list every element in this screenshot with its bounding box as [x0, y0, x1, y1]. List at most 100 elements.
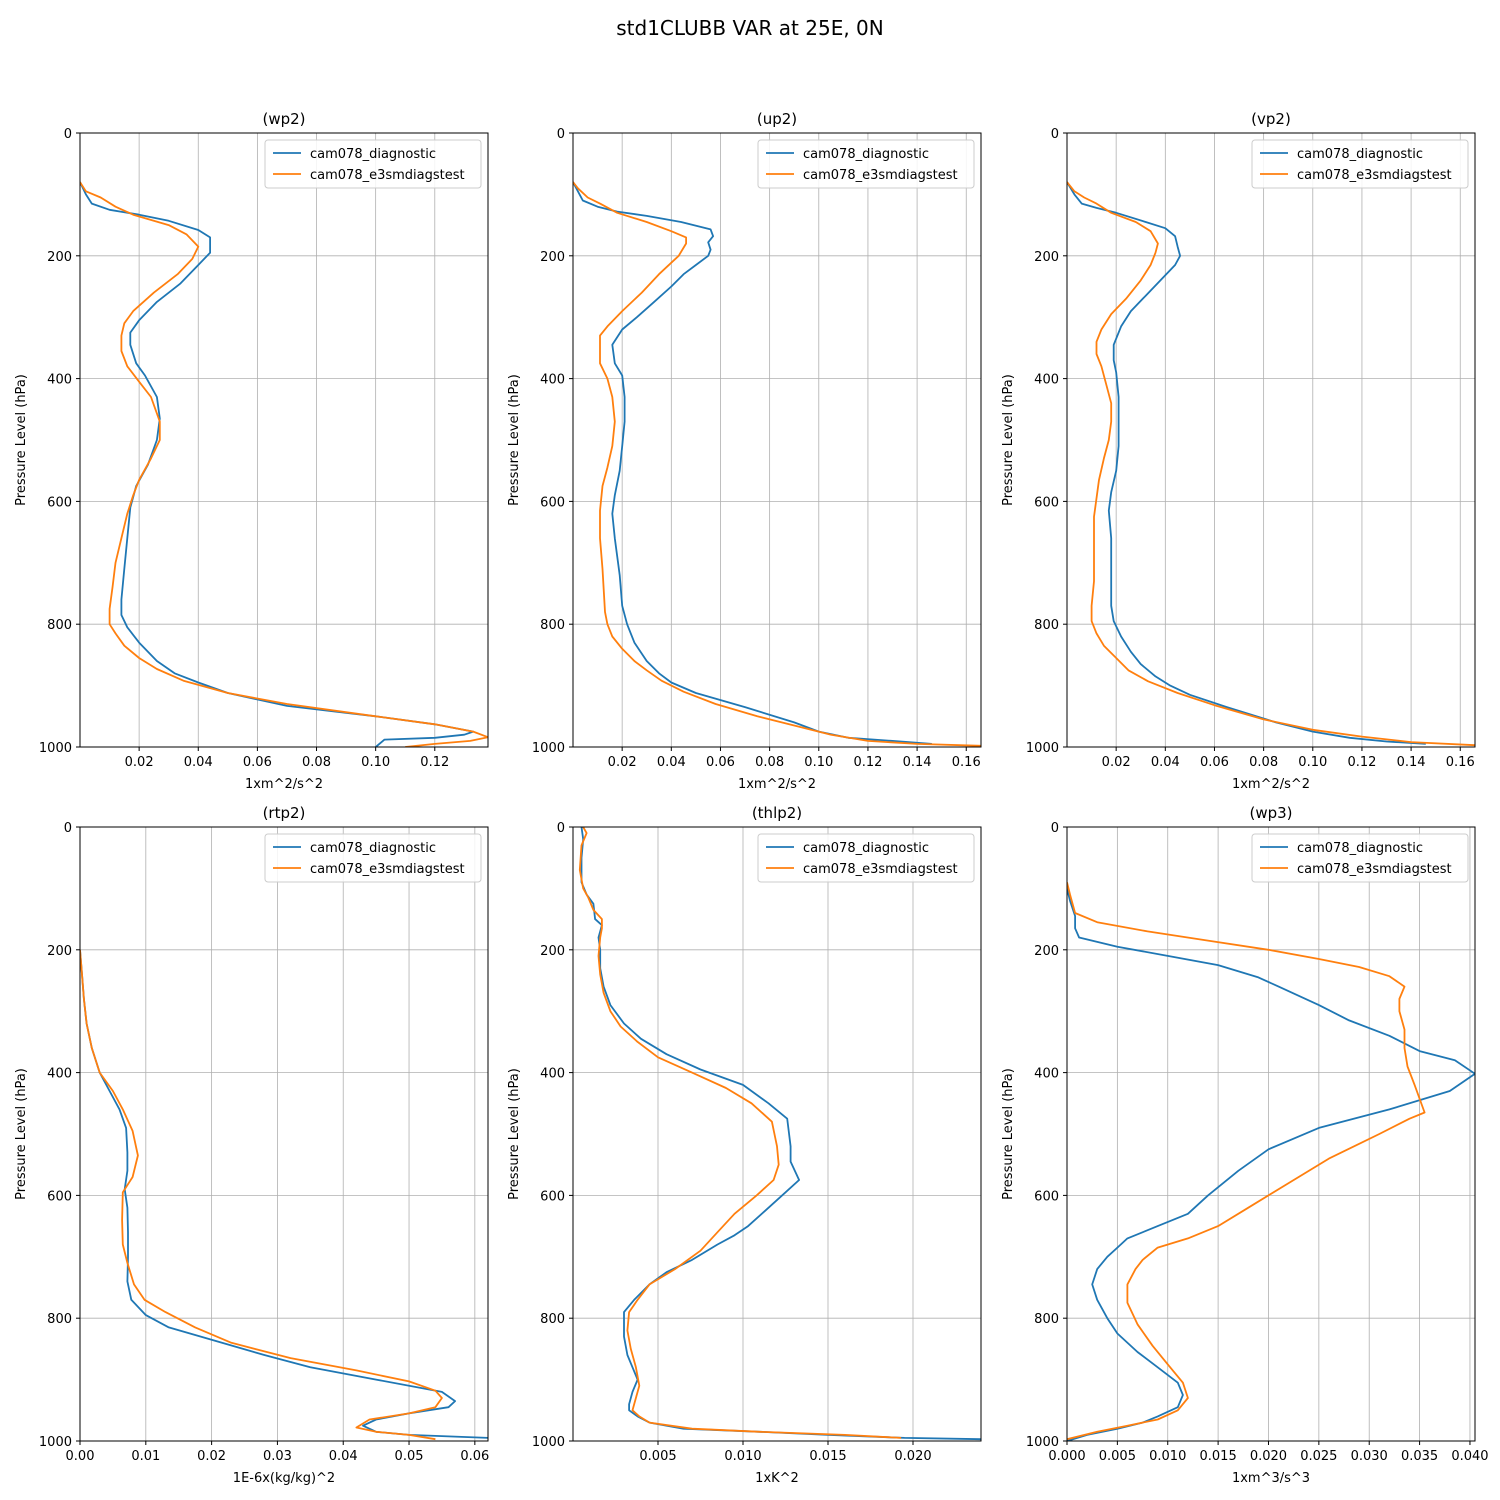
x-axis-label: 1xm^2/s^2 — [738, 777, 816, 792]
x-tick-label: 0.10 — [804, 755, 833, 770]
y-tick-label: 400 — [47, 1067, 72, 1082]
legend-label-cam078_e3smdiagstest: cam078_e3smdiagstest — [310, 862, 465, 877]
y-tick-label: 600 — [47, 495, 72, 510]
y-axis-label: Pressure Level (hPa) — [14, 1068, 29, 1200]
x-tick-label: 0.08 — [302, 755, 331, 770]
legend: cam078_diagnostic cam078_e3smdiagstest — [264, 139, 482, 189]
x-tick-label: 0.010 — [724, 1449, 761, 1464]
x-tick-label: 0.040 — [1451, 1449, 1488, 1464]
subplot-title: (rtp2) — [263, 804, 306, 822]
y-tick-label: 800 — [47, 618, 72, 633]
y-tick-label: 600 — [1034, 1189, 1059, 1204]
x-tick-label: 0.12 — [1347, 755, 1376, 770]
subplot-title: (wp2) — [262, 110, 305, 128]
series-line-cam078_e3smdiagstest — [573, 181, 981, 747]
x-tick-label: 0.015 — [1200, 1449, 1237, 1464]
series-line-cam078_diagnostic — [1067, 181, 1426, 745]
subplot-title: (up2) — [757, 110, 797, 128]
y-tick-label: 600 — [540, 495, 565, 510]
x-tick-label: 0.03 — [263, 1449, 292, 1464]
y-tick-label: 400 — [540, 373, 565, 388]
axes-frame — [79, 132, 489, 748]
subplot-6: 0.000 0.005 0.010 0.015 0.020 0.025 0.030 0.035… — [1001, 804, 1489, 1486]
x-tick-label: 0.10 — [361, 755, 390, 770]
x-tick-label: 0.05 — [395, 1449, 424, 1464]
y-tick-label: 600 — [47, 1189, 72, 1204]
x-tick-label: 0.04 — [329, 1449, 358, 1464]
series-line-cam078_e3smdiagstest — [1067, 882, 1426, 1441]
legend-label-cam078_e3smdiagstest: cam078_e3smdiagstest — [803, 168, 958, 183]
y-tick-label: 200 — [1034, 944, 1059, 959]
subplot-title: (vp2) — [1251, 110, 1291, 128]
x-tick-label: 0.12 — [853, 755, 882, 770]
y-tick-label: 800 — [540, 1312, 565, 1327]
x-tick-label: 0.020 — [1250, 1449, 1287, 1464]
legend-label-cam078_e3smdiagstest: cam078_e3smdiagstest — [1297, 168, 1452, 183]
legend: cam078_diagnostic cam078_e3smdiagstest — [264, 833, 482, 883]
x-tick-label: 0.16 — [1446, 755, 1475, 770]
y-tick-label: 200 — [47, 944, 72, 959]
axes-frame — [1066, 826, 1476, 1442]
series-line-cam078_e3smdiagstest — [80, 949, 443, 1441]
y-tick-label: 200 — [1034, 250, 1059, 265]
x-tick-label: 0.035 — [1401, 1449, 1438, 1464]
y-tick-label: 0 — [1051, 821, 1059, 836]
subplot-3: 0.02 0.04 0.06 0.08 0.10 0.12 0.14 0.16 0 200 400 6… — [1001, 110, 1476, 792]
x-tick-label: 0.005 — [1099, 1449, 1136, 1464]
series-line-cam078_diagnostic — [580, 827, 981, 1441]
subplot-5: 0.005 0.010 0.015 0.020 0 200 400 600 800 1000 (th… — [507, 804, 982, 1486]
y-tick-label: 0 — [64, 821, 72, 836]
legend: cam078_diagnostic cam078_e3smdiagstest — [757, 833, 975, 883]
legend-box — [264, 833, 482, 883]
y-axis-label: Pressure Level (hPa) — [14, 374, 29, 506]
legend-box — [264, 139, 482, 189]
x-tick-label: 0.16 — [952, 755, 981, 770]
x-tick-label: 0.04 — [184, 755, 213, 770]
y-tick-label: 0 — [557, 127, 565, 142]
legend-label-cam078_diagnostic: cam078_diagnostic — [803, 841, 929, 856]
x-tick-label: 0.12 — [420, 755, 449, 770]
legend-box — [757, 139, 975, 189]
x-tick-label: 0.08 — [1249, 755, 1278, 770]
x-tick-label: 0.14 — [1397, 755, 1426, 770]
y-axis-label: Pressure Level (hPa) — [507, 374, 522, 506]
figure-title: std1CLUBB VAR at 25E, 0N — [616, 16, 884, 40]
series-line-cam078_e3smdiagstest — [578, 827, 902, 1439]
legend-label-cam078_diagnostic: cam078_diagnostic — [310, 147, 436, 162]
axes-frame — [572, 132, 982, 748]
x-tick-label: 0.01 — [131, 1449, 160, 1464]
y-tick-label: 800 — [1034, 1312, 1059, 1327]
legend-label-cam078_e3smdiagstest: cam078_e3smdiagstest — [1297, 862, 1452, 877]
x-tick-label: 0.010 — [1149, 1449, 1186, 1464]
legend-label-cam078_diagnostic: cam078_diagnostic — [310, 841, 436, 856]
x-tick-label: 0.04 — [657, 755, 686, 770]
legend-label-cam078_diagnostic: cam078_diagnostic — [1297, 841, 1423, 856]
x-tick-label: 0.02 — [1102, 755, 1131, 770]
y-tick-label: 200 — [540, 250, 565, 265]
y-tick-label: 1000 — [1026, 741, 1059, 756]
y-tick-label: 600 — [1034, 495, 1059, 510]
x-axis-label: 1xm^2/s^2 — [245, 777, 323, 792]
y-tick-label: 400 — [540, 1067, 565, 1082]
x-tick-label: 0.025 — [1300, 1449, 1337, 1464]
y-tick-label: 600 — [540, 1189, 565, 1204]
x-tick-label: 0.00 — [66, 1449, 95, 1464]
series-line-cam078_e3smdiagstest — [80, 181, 488, 747]
subplot-4: 0.00 0.01 0.02 0.03 0.04 0.05 0.06 0 200 400 600 80… — [14, 804, 489, 1486]
y-tick-label: 1000 — [39, 1435, 72, 1450]
x-tick-label: 0.06 — [706, 755, 735, 770]
subplot-2: 0.02 0.04 0.06 0.08 0.10 0.12 0.14 0.16 0 200 400 6… — [507, 110, 982, 792]
legend-box — [1251, 139, 1469, 189]
x-tick-label: 0.04 — [1151, 755, 1180, 770]
x-tick-label: 0.02 — [608, 755, 637, 770]
legend: cam078_diagnostic cam078_e3smdiagstest — [757, 139, 975, 189]
x-tick-label: 0.02 — [197, 1449, 226, 1464]
legend-label-cam078_e3smdiagstest: cam078_e3smdiagstest — [310, 168, 465, 183]
legend: cam078_diagnostic cam078_e3smdiagstest — [1251, 139, 1469, 189]
x-tick-label: 0.005 — [639, 1449, 676, 1464]
y-tick-label: 200 — [540, 944, 565, 959]
series-line-cam078_e3smdiagstest — [1067, 181, 1475, 747]
x-axis-label: 1E-6x(kg/kg)^2 — [233, 1471, 335, 1486]
y-tick-label: 1000 — [532, 1435, 565, 1450]
